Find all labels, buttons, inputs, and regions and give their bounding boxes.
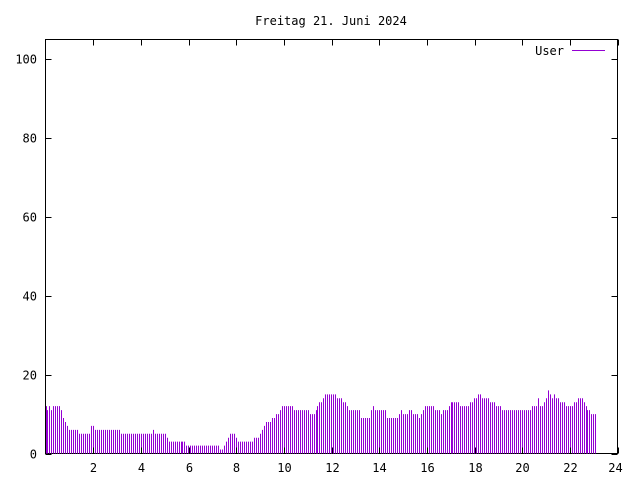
chart-title: Freitag 21. Juni 2024: [255, 14, 407, 28]
x-tick-label: 22: [563, 461, 577, 475]
x-tick-label: 16: [420, 461, 434, 475]
y-axis: 0 20 40 60 80 100: [15, 53, 618, 462]
y-tick-label: 40: [23, 290, 37, 304]
y-tick-label: 80: [23, 132, 37, 146]
x-tick-label: 24: [608, 461, 622, 475]
y-tick-label: 20: [23, 369, 37, 383]
legend-label-user: User: [535, 44, 564, 58]
x-axis: 2 4 6 8 10 12 14 16 18 20 22 24: [90, 39, 623, 475]
x-tick-label: 20: [515, 461, 529, 475]
y-tick-label: 100: [15, 53, 37, 67]
x-tick-label: 4: [138, 461, 145, 475]
x-tick-label: 2: [90, 461, 97, 475]
plot-frame: [45, 39, 618, 454]
y-tick-label: 0: [30, 448, 37, 462]
x-tick-label: 12: [325, 461, 339, 475]
series-bars: [46, 390, 596, 454]
legend: User: [535, 44, 605, 58]
y-tick-label: 60: [23, 211, 37, 225]
x-tick-label: 14: [372, 461, 386, 475]
x-tick-label: 18: [468, 461, 482, 475]
x-tick-label: 10: [277, 461, 291, 475]
x-tick-label: 8: [233, 461, 240, 475]
x-tick-label: 6: [186, 461, 193, 475]
